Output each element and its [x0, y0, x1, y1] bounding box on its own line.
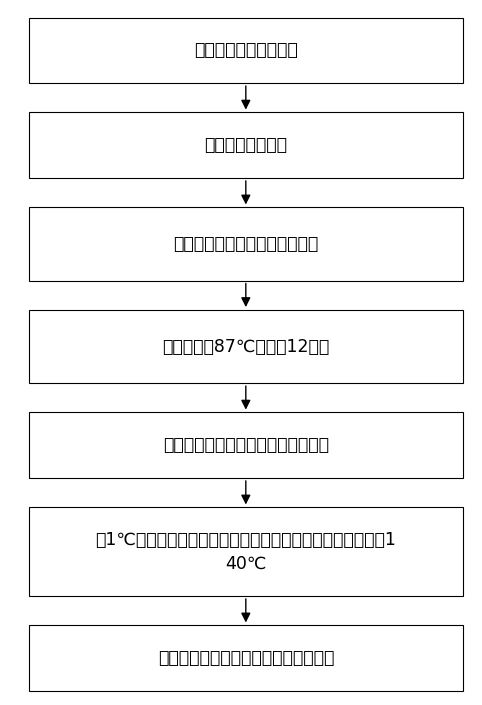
Text: 钒束管放置在校准间内: 钒束管放置在校准间内 [194, 42, 298, 59]
Bar [29, 412, 463, 478]
Text: 降温，待系统冷却至室温，取出钒束管: 降温，待系统冷却至室温，取出钒束管 [158, 649, 334, 667]
Bar [29, 18, 463, 83]
Text: 加热校准至87℃，保清12小时: 加热校准至87℃，保清12小时 [162, 338, 329, 355]
Text: 热敏电阵引线外接: 热敏电阵引线外接 [204, 136, 287, 154]
Bar [29, 508, 463, 596]
Text: 记录系统加热温度和热敏电阵的阻值: 记录系统加热温度和热敏电阵的阻值 [163, 436, 329, 454]
Bar [29, 207, 463, 281]
Bar [29, 113, 463, 178]
Text: 启动抽气机组，对校准间抽真空: 启动抽气机组，对校准间抽真空 [173, 235, 319, 253]
Text: 扩1℃递增速率升温、保温、记录数据，直到校准间温度达到1
40℃: 扩1℃递增速率升温、保温、记录数据，直到校准间温度达到1 40℃ [95, 531, 396, 572]
Bar [29, 310, 463, 384]
Bar [29, 625, 463, 691]
